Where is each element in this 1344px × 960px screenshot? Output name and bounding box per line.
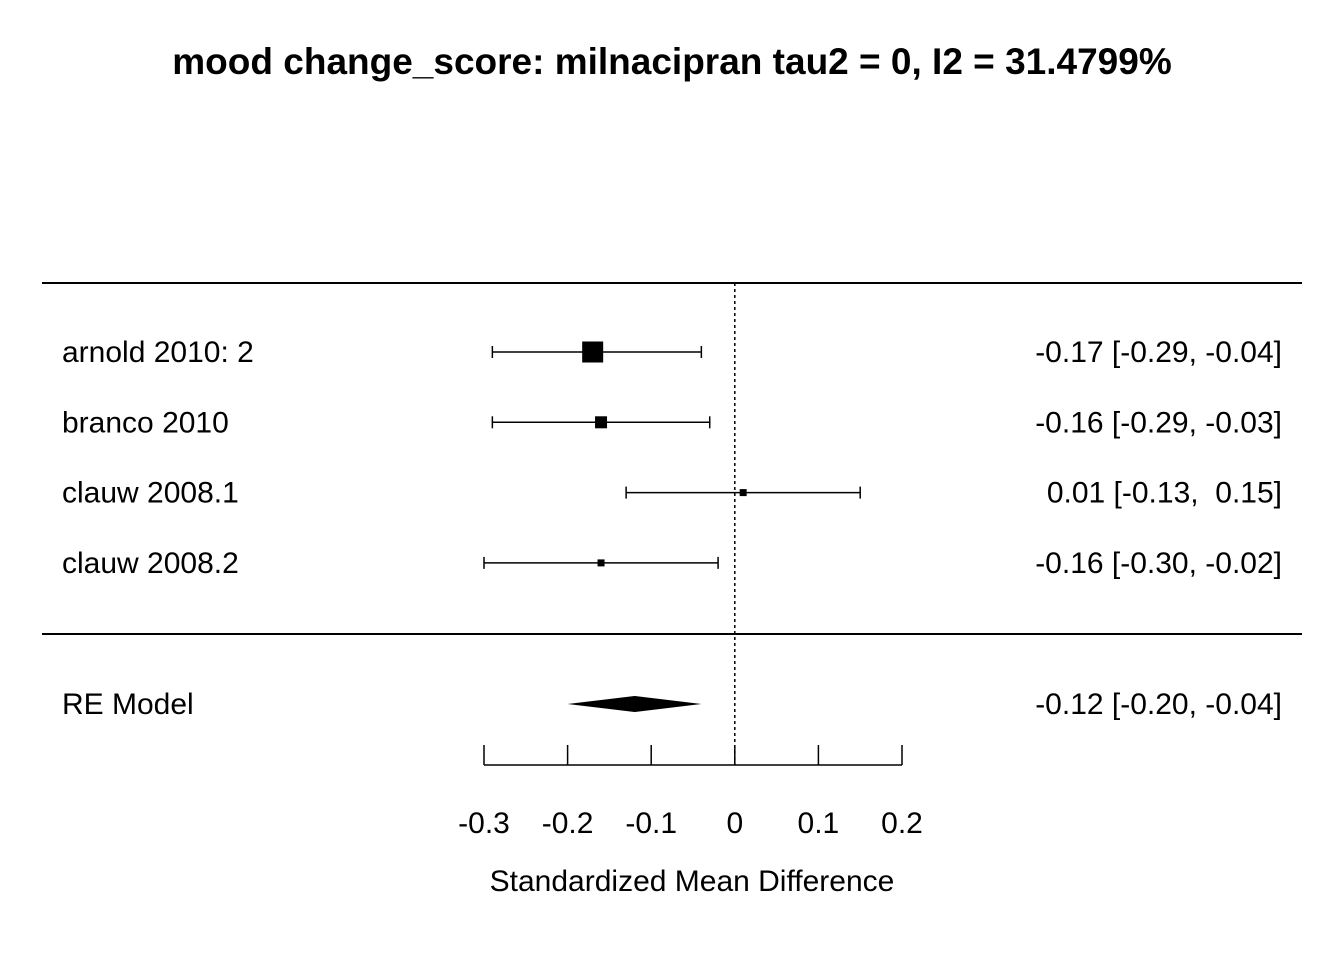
study-label: clauw 2008.2 [62,547,239,580]
x-tick-label: 0.1 [798,807,840,840]
x-axis-label: Standardized Mean Difference [490,865,895,898]
point-estimate [595,416,608,429]
chart-title: mood change_score: milnacipran tau2 = 0,… [172,41,1171,82]
study-label: clauw 2008.1 [62,477,239,510]
point-estimate [739,489,747,497]
summary-label: RE Model [62,688,194,721]
summary-row: RE Model -0.12 [-0.20, -0.04] [62,688,1282,721]
study-rows: arnold 2010: 2 -0.17 [-0.29, -0.04] branco… [62,336,1282,580]
summary-estimate-text: -0.12 [-0.20, -0.04] [1035,688,1282,721]
x-tick-label: -0.1 [625,807,677,840]
study-row: branco 2010 -0.16 [-0.29, -0.03] [62,406,1282,439]
estimate-text: -0.16 [-0.30, -0.02] [1035,547,1282,580]
estimate-text: -0.17 [-0.29, -0.04] [1035,336,1282,369]
x-axis: -0.3 -0.2 -0.1 0 0.1 0.2 [458,745,923,840]
study-label: arnold 2010: 2 [62,336,254,369]
study-label: branco 2010 [62,406,229,439]
point-estimate [582,341,604,363]
study-row: clauw 2008.2 -0.16 [-0.30, -0.02] [62,547,1282,580]
estimate-text: 0.01 [-0.13, 0.15] [1047,477,1282,510]
point-estimate [597,559,605,567]
summary-diamond [567,696,702,712]
x-tick-label: -0.2 [542,807,594,840]
x-tick-label: 0.2 [881,807,923,840]
study-row: arnold 2010: 2 -0.17 [-0.29, -0.04] [62,336,1282,369]
study-row: clauw 2008.1 0.01 [-0.13, 0.15] [62,477,1282,510]
x-tick-label: 0 [726,807,743,840]
estimate-text: -0.16 [-0.29, -0.03] [1035,406,1282,439]
x-tick-label: -0.3 [458,807,510,840]
